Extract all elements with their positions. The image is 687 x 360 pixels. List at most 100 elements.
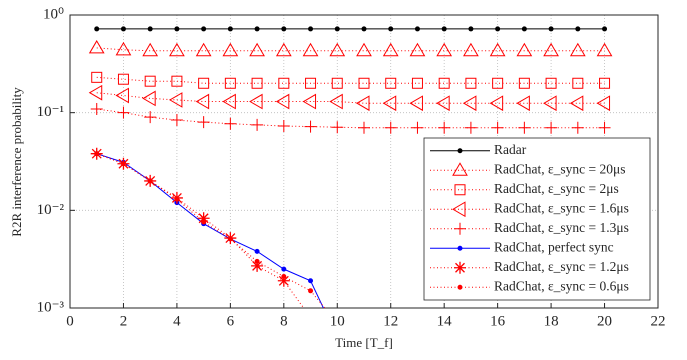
- marker: [598, 121, 611, 134]
- marker: [385, 77, 397, 89]
- marker: [195, 42, 212, 57]
- marker: [227, 26, 233, 32]
- legend-label: RadChat, ε_sync = 1.2μs: [494, 259, 629, 274]
- marker: [275, 93, 290, 110]
- marker: [382, 95, 397, 112]
- marker: [170, 114, 183, 127]
- marker: [521, 26, 527, 32]
- marker: [281, 274, 287, 280]
- marker: [254, 258, 260, 264]
- marker: [115, 41, 132, 56]
- marker: [142, 90, 156, 107]
- marker: [117, 73, 129, 85]
- marker: [462, 95, 477, 112]
- marker: [254, 248, 260, 254]
- marker: [384, 121, 397, 134]
- marker: [281, 26, 287, 32]
- marker: [304, 120, 317, 133]
- marker: [147, 26, 153, 32]
- x-tick-label: 22: [651, 313, 666, 329]
- marker: [197, 116, 210, 129]
- marker: [278, 77, 290, 89]
- marker: [382, 42, 399, 57]
- x-tick-label: 18: [544, 313, 559, 329]
- legend-label: RadChat, ε_sync = 20μs: [494, 161, 626, 176]
- marker: [438, 121, 451, 134]
- marker: [441, 26, 447, 32]
- marker: [201, 26, 207, 32]
- marker: [88, 84, 103, 101]
- marker: [281, 266, 287, 272]
- marker: [331, 77, 343, 89]
- marker: [358, 121, 370, 134]
- marker: [249, 42, 265, 57]
- marker: [491, 121, 504, 134]
- y-tick-label: 10⁻²: [37, 202, 65, 218]
- x-tick-label: 10: [330, 313, 345, 329]
- marker: [222, 93, 236, 110]
- marker: [465, 77, 477, 89]
- marker: [438, 77, 450, 89]
- marker: [169, 42, 185, 57]
- marker: [120, 161, 126, 167]
- series-line: [96, 92, 605, 104]
- marker: [463, 42, 479, 57]
- marker: [518, 77, 530, 89]
- marker: [518, 121, 531, 134]
- marker: [457, 245, 463, 251]
- marker: [411, 77, 423, 89]
- marker: [168, 92, 183, 108]
- marker: [599, 77, 611, 89]
- marker: [147, 178, 153, 184]
- legend-label: RadChat, ε_sync = 2μs: [494, 181, 619, 196]
- marker: [457, 284, 463, 290]
- legend-label: RadChat, ε_sync = 1.6μs: [494, 200, 629, 215]
- marker: [142, 42, 159, 57]
- marker: [356, 42, 372, 57]
- marker: [91, 71, 103, 83]
- plot-content: [88, 26, 613, 323]
- marker: [120, 26, 126, 32]
- marker: [457, 148, 463, 154]
- y-tick-label: 10⁻³: [37, 299, 65, 315]
- marker: [411, 121, 424, 134]
- marker: [334, 26, 340, 32]
- marker: [117, 106, 130, 119]
- marker: [452, 162, 468, 176]
- marker: [277, 274, 290, 287]
- marker: [409, 42, 426, 57]
- marker: [308, 278, 314, 284]
- series-line: [96, 153, 324, 308]
- marker: [464, 121, 477, 134]
- marker: [388, 26, 394, 32]
- legend-label: RadChat, ε_sync = 0.6μs: [494, 278, 629, 293]
- legend-box: [423, 137, 651, 301]
- marker: [88, 39, 105, 54]
- marker: [571, 121, 584, 134]
- marker: [305, 311, 317, 323]
- x-tick-label: 12: [383, 313, 398, 329]
- marker: [224, 117, 237, 130]
- marker: [575, 26, 581, 32]
- marker: [454, 184, 466, 196]
- marker: [302, 93, 317, 110]
- marker: [254, 26, 260, 32]
- marker: [602, 26, 608, 32]
- marker: [144, 111, 157, 124]
- marker: [308, 26, 314, 32]
- marker: [174, 26, 180, 32]
- marker: [201, 219, 207, 225]
- marker: [454, 222, 466, 235]
- series-line: [96, 76, 605, 84]
- marker: [454, 261, 466, 274]
- marker: [222, 42, 239, 57]
- series-line: [96, 153, 326, 308]
- marker: [275, 42, 292, 57]
- marker: [489, 42, 506, 57]
- y-tick-label: 10⁰: [43, 6, 64, 22]
- marker: [356, 95, 370, 112]
- marker: [115, 87, 129, 104]
- legend: Radar RadChat, ε_sync = 20μs RadChat, ε_sy…: [423, 137, 651, 301]
- x-axis-label: Time [T_f]: [335, 335, 393, 350]
